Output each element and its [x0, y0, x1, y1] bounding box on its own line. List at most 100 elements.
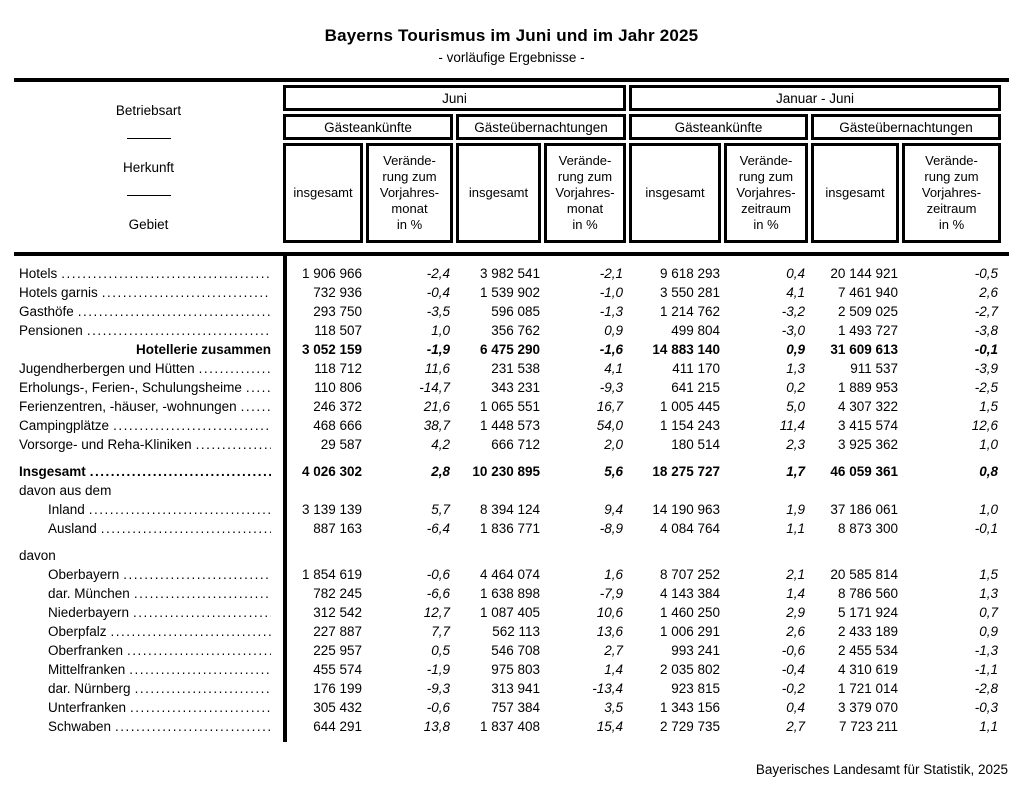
value-change-percent: 2,8 — [431, 464, 450, 479]
value-change-percent: -1,9 — [426, 662, 450, 677]
row-values: 118 507 1,0 356 762 0,9 499 804 -3,0 1 493 727… — [287, 321, 1009, 340]
row-label: Vorsorge- und Reha-Kliniken — [19, 437, 192, 452]
value-total: 1 836 771 — [479, 521, 540, 536]
dot-leader: ........................................… — [89, 464, 271, 479]
row-label-cell: Ferienzentren, -häuser, -wohnungen......… — [14, 397, 283, 416]
row-label: Hotels — [19, 266, 58, 281]
value-total: 46 059 361 — [830, 464, 898, 479]
value-change-percent: 0,9 — [604, 323, 623, 338]
value-total: 1 448 573 — [479, 418, 540, 433]
dot-leader: ........................................… — [61, 266, 271, 281]
value-change-percent: -9,3 — [599, 380, 623, 395]
value-change-percent: -2,4 — [426, 266, 450, 281]
value-total: 180 514 — [671, 437, 720, 452]
value-change-percent: -1,1 — [974, 662, 998, 677]
table-row: Inland..................................… — [14, 500, 1009, 519]
value-change-percent: -0,1 — [974, 521, 998, 536]
row-label: Ferienzentren, -häuser, -wohnungen — [19, 399, 237, 414]
value-total: 227 887 — [313, 624, 362, 639]
value-change-percent: -2,7 — [974, 304, 998, 319]
table-row: Erholungs-, Ferien-, Schulungsheime.....… — [14, 378, 1009, 397]
value-change-percent: -8,9 — [599, 521, 623, 536]
stub-divider — [126, 138, 171, 139]
dot-leader: ........................................… — [88, 502, 271, 517]
value-total: 7 461 940 — [837, 285, 898, 300]
value-total: 3 925 362 — [837, 437, 898, 452]
row-label-cell: Hotels..................................… — [14, 264, 283, 283]
value-change-percent: 1,6 — [604, 567, 623, 582]
value-change-percent: -3,0 — [781, 323, 805, 338]
row-label: Schwaben — [48, 719, 112, 734]
value-change-percent: 3,5 — [604, 700, 623, 715]
value-total: 2 433 189 — [837, 624, 898, 639]
value-total: 1 638 898 — [479, 586, 540, 601]
table-row: Vorsorge- und Reha-Kliniken.............… — [14, 435, 1009, 454]
dot-leader: ........................................… — [127, 643, 271, 658]
row-label-cell: dar. Nürnberg...........................… — [14, 679, 283, 698]
row-values: 227 887 7,7 562 113 13,6 1 006 291 2,6 2 433 1… — [287, 622, 1009, 641]
value-total: 4 310 619 — [837, 662, 898, 677]
row-label-cell: davon aus dem — [14, 481, 283, 500]
value-change-percent: -13,4 — [592, 681, 623, 696]
value-total: 37 186 061 — [830, 502, 898, 517]
table-body: Hotels..................................… — [14, 256, 1009, 742]
table-row: Oberbayern..............................… — [14, 565, 1009, 584]
row-values: 1 906 966 -2,4 3 982 541 -2,1 9 618 293 0,4 20… — [287, 264, 1009, 283]
table-row: Pensionen...............................… — [14, 321, 1009, 340]
value-total: 1 065 551 — [479, 399, 540, 414]
value-total: 2 455 534 — [837, 643, 898, 658]
row-label-cell: Schwaben................................… — [14, 717, 283, 736]
value-total: 9 618 293 — [659, 266, 720, 281]
col-subgroup-gaesteuebernachtungen-juni: Gästeübernachtungen — [456, 114, 626, 140]
value-change-percent: 0,9 — [979, 624, 998, 639]
row-values: 3 052 159 -1,9 6 475 290 -1,6 14 883 140 0,9 3… — [287, 340, 1009, 359]
value-change-percent: 1,7 — [786, 464, 805, 479]
col-group-juni: Juni — [283, 85, 626, 111]
value-total: 29 587 — [320, 437, 362, 452]
table-row: dar. München............................… — [14, 584, 1009, 603]
value-total: 5 171 924 — [837, 605, 898, 620]
value-total: 20 585 814 — [830, 567, 898, 582]
value-total: 3 550 281 — [659, 285, 720, 300]
value-total: 1 005 445 — [659, 399, 720, 414]
row-values: 455 574 -1,9 975 803 1,4 2 035 802 -0,4 4 310 … — [287, 660, 1009, 679]
table-row: Oberfranken.............................… — [14, 641, 1009, 660]
col-measure-2: Verände- rung zum Vorjahres- monat in % — [366, 143, 453, 243]
value-change-percent: 1,5 — [979, 567, 998, 582]
row-values — [287, 546, 1009, 565]
value-total: 596 085 — [491, 304, 540, 319]
value-change-percent: 9,4 — [604, 502, 623, 517]
row-label-cell: Pensionen...............................… — [14, 321, 283, 340]
table-row: Unterfranken............................… — [14, 698, 1009, 717]
row-values: 225 957 0,5 546 708 2,7 993 241 -0,6 2 455 534… — [287, 641, 1009, 660]
value-change-percent: -7,9 — [599, 586, 623, 601]
value-change-percent: 0,9 — [786, 342, 805, 357]
dot-leader: ........................................… — [110, 624, 271, 639]
value-change-percent: 16,7 — [596, 399, 623, 414]
value-total: 4 026 302 — [301, 464, 362, 479]
row-label: dar. München — [48, 586, 130, 601]
value-total: 118 712 — [314, 361, 362, 376]
value-change-percent: -6,6 — [426, 586, 450, 601]
row-values: 3 139 139 5,7 8 394 124 9,4 14 190 963 1,9 37 … — [287, 500, 1009, 519]
col-subgroup-gaesteankuenfte-juni: Gästeankünfte — [283, 114, 453, 140]
stub-header: Betriebsart Herkunft Gebiet — [14, 82, 283, 252]
value-total: 118 507 — [314, 323, 362, 338]
col-measure-3: insgesamt — [456, 143, 541, 243]
row-values: 312 542 12,7 1 087 405 10,6 1 460 250 2,9 5 17… — [287, 603, 1009, 622]
value-total: 31 609 613 — [830, 342, 898, 357]
value-change-percent: 2,9 — [786, 605, 805, 620]
col-subgroup-gaesteankuenfte-jj: Gästeankünfte — [629, 114, 808, 140]
value-change-percent: 1,5 — [979, 399, 998, 414]
dot-leader: ........................................… — [129, 662, 271, 677]
dot-leader: ........................................… — [101, 285, 271, 300]
row-label: Hotels garnis — [19, 285, 98, 300]
row-label: Oberpfalz — [48, 624, 107, 639]
value-change-percent: -2,5 — [974, 380, 998, 395]
table-row: Jugendherbergen und Hütten..............… — [14, 359, 1009, 378]
value-total: 546 708 — [491, 643, 540, 658]
value-total: 757 384 — [491, 700, 540, 715]
value-change-percent: 0,4 — [786, 266, 805, 281]
value-total: 3 139 139 — [301, 502, 362, 517]
value-total: 110 806 — [314, 380, 362, 395]
